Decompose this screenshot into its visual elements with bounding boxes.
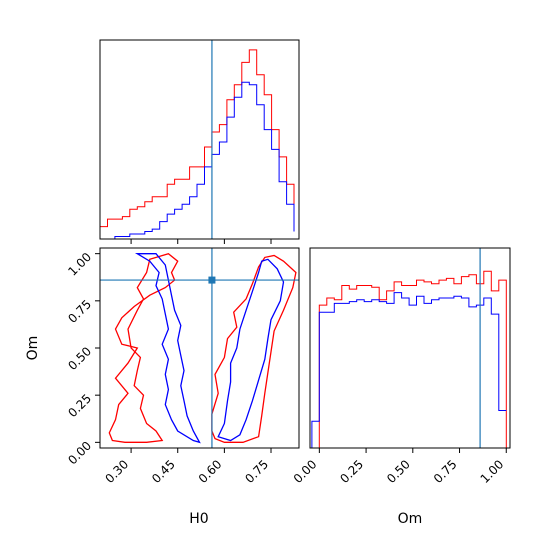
- om-histogram-line: [311, 292, 507, 448]
- truth-point-marker: [208, 276, 216, 284]
- contour-y-tick-label: 1.00: [65, 250, 94, 279]
- contour-panel: 0.30 0.45 0.60 0.750.000.250.500.751.00 H0 …: [25, 247, 300, 527]
- contour-line: [108, 252, 179, 443]
- contour-line: [134, 253, 201, 444]
- contour-line: [211, 254, 297, 443]
- h0-histogram-frame: [99, 39, 300, 240]
- contour-line: [217, 258, 285, 442]
- contour-y-axis-label: Om: [25, 336, 41, 361]
- om-histogram-x-tick-label: 0.75: [431, 457, 460, 486]
- om-histogram-series: [311, 270, 507, 449]
- contour-y-tick-label: 0.25: [65, 391, 94, 420]
- contour-y-tick-label: 0.00: [65, 439, 94, 468]
- contour-frame: [99, 247, 300, 449]
- contour-x-tick-label: 0.60: [196, 457, 225, 486]
- contour-series: [108, 252, 297, 444]
- om-histogram-line: [311, 270, 507, 449]
- contour-y-tick-label: 0.50: [65, 344, 94, 373]
- contour-x-tick-label: 0.30: [102, 457, 131, 486]
- om-histogram-x-tick-label: 1.00: [478, 457, 507, 486]
- h0-histogram-line: [99, 49, 295, 239]
- h0-histogram-series: [99, 49, 295, 240]
- om-x-axis-label: Om: [398, 511, 423, 527]
- h0-histogram-line: [100, 81, 295, 240]
- contour-x-axis-label: H0: [189, 511, 208, 527]
- om-histogram-x-tick-label: 0.50: [384, 457, 413, 486]
- h0-histogram-panel: [99, 39, 300, 244]
- om-histogram-frame: [309, 247, 511, 449]
- contour-y-tick-label: 0.75: [65, 297, 94, 326]
- om-histogram-x-tick-label: 0.25: [337, 457, 366, 486]
- contour-x-tick-label: 0.45: [149, 457, 178, 486]
- om-histogram-x-tick-label: 0.00: [291, 457, 320, 486]
- om-histogram-panel: 0.00 0.25 0.50 0.75 1.00 Om: [291, 247, 511, 527]
- h0-histogram-ticks: [130, 239, 272, 244]
- om-histogram-ticks: 0.00 0.25 0.50 0.75 1.00: [291, 448, 507, 486]
- contour-x-tick-label: 0.75: [242, 457, 271, 486]
